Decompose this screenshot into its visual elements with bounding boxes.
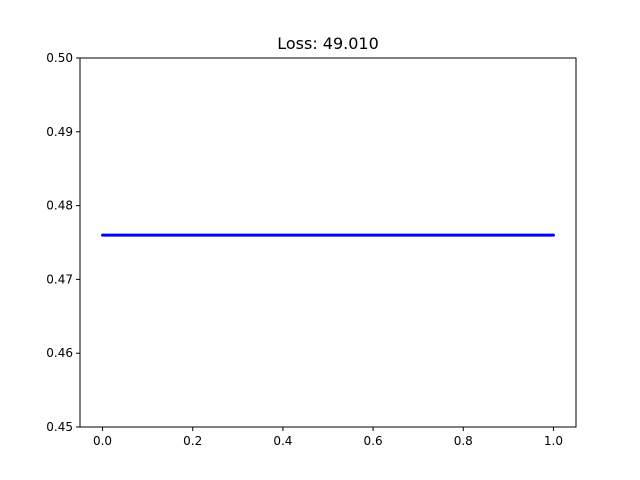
x-tick-label: 0.0 xyxy=(93,434,112,448)
y-tick-label: 0.48 xyxy=(46,199,73,213)
plot-frame xyxy=(79,57,577,428)
y-axis-ticks: 0.45 0.46 0.47 0.48 0.49 0.50 xyxy=(46,51,80,434)
y-tick-label: 0.50 xyxy=(46,51,73,65)
x-axis-ticks: 0.0 0.2 0.4 0.6 0.8 1.0 xyxy=(93,427,563,448)
x-tick-label: 0.6 xyxy=(364,434,383,448)
y-tick-label: 0.49 xyxy=(46,125,73,139)
x-tick-label: 0.8 xyxy=(454,434,473,448)
x-tick-label: 0.2 xyxy=(183,434,202,448)
y-tick-label: 0.46 xyxy=(46,346,73,360)
y-tick-label: 0.47 xyxy=(46,272,73,286)
x-tick-label: 0.4 xyxy=(273,434,292,448)
y-tick-label: 0.45 xyxy=(46,420,73,434)
x-tick-label: 1.0 xyxy=(544,434,563,448)
chart-title: Loss: 49.010 xyxy=(277,34,379,53)
